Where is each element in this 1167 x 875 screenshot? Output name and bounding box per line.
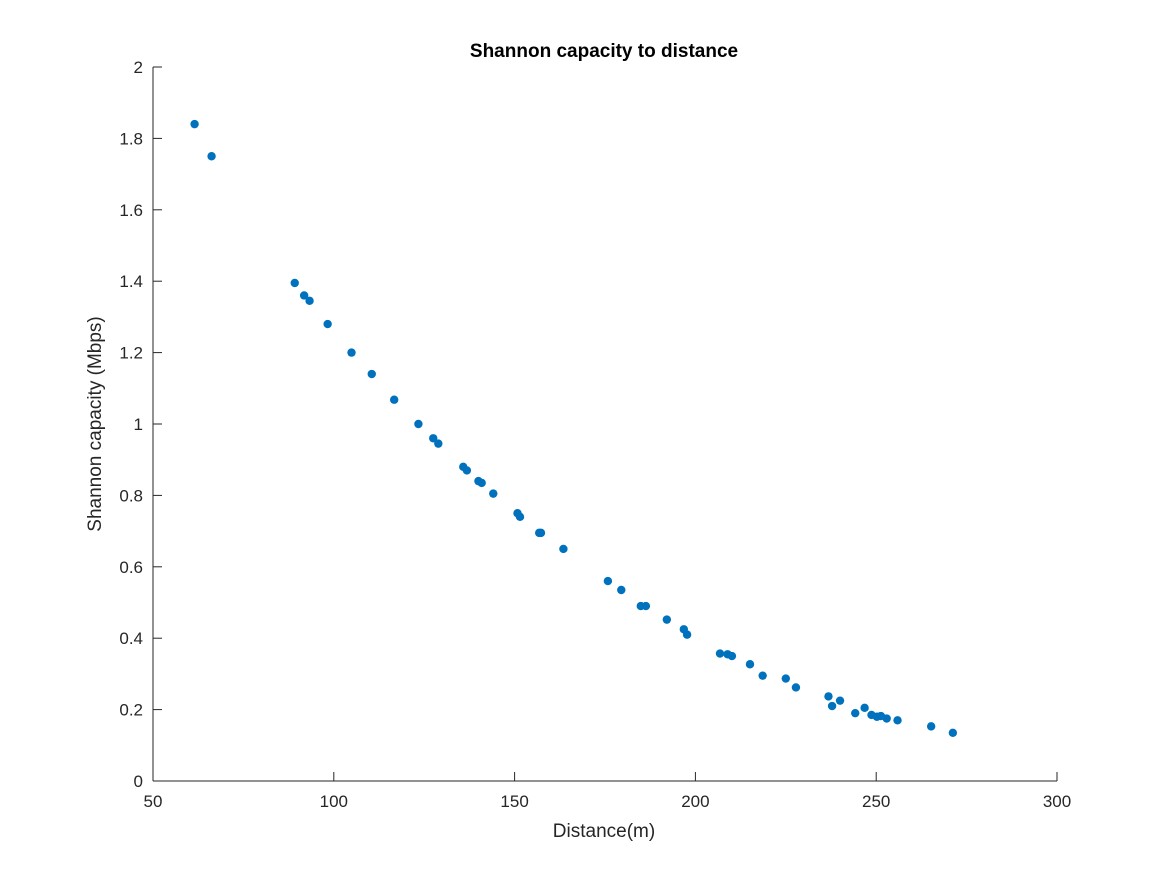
x-tick-label: 200 [681, 792, 709, 811]
data-point [851, 708, 860, 718]
x-tick-label: 50 [144, 792, 163, 811]
data-point [791, 683, 801, 692]
data-point [434, 439, 443, 448]
data-point [367, 369, 376, 379]
data-point [347, 348, 356, 357]
y-tick-label: 0 [134, 772, 143, 791]
data-point [462, 466, 472, 475]
data-point [190, 119, 199, 129]
data-point [715, 649, 725, 658]
y-tick-label: 2 [134, 58, 143, 77]
x-tick-label: 100 [320, 792, 348, 811]
ticks: 50 100 150 200 250 300 0 0.2 0.4 0.6 0.8 1 1.2 1.4 1.6… [119, 58, 1071, 811]
data-point [515, 512, 525, 522]
data-point [882, 714, 891, 723]
data-point [745, 660, 755, 669]
data-point [827, 701, 837, 711]
data-point [389, 395, 399, 404]
data-point [299, 291, 309, 300]
data-points [190, 119, 958, 738]
data-point [781, 674, 790, 683]
data-point [414, 419, 423, 429]
data-point [323, 319, 332, 329]
y-tick-label: 1.2 [119, 344, 143, 363]
data-point [559, 544, 568, 554]
data-point [727, 651, 737, 661]
data-point [305, 296, 314, 306]
x-axis-label: Distance(m) [553, 821, 655, 842]
y-tick-label: 0.8 [119, 486, 143, 505]
data-point [758, 671, 767, 680]
data-point [489, 489, 498, 498]
data-point [641, 601, 651, 611]
data-point [948, 728, 958, 738]
y-tick-label: 1 [134, 415, 143, 434]
data-point [603, 576, 613, 586]
data-point [662, 615, 672, 624]
data-point [835, 696, 845, 705]
data-point [860, 703, 869, 713]
y-tick-label: 0.4 [119, 629, 143, 648]
data-point [682, 630, 692, 639]
data-point [536, 528, 546, 538]
x-tick-label: 300 [1043, 792, 1071, 811]
x-tick-label: 150 [500, 792, 528, 811]
data-point [824, 692, 833, 701]
data-point [429, 434, 438, 443]
data-point [477, 478, 486, 488]
y-tick-label: 0.6 [119, 558, 143, 577]
y-axis-label: Shannon capacity (Mbps) [85, 316, 106, 531]
data-point [893, 716, 902, 725]
y-tick-label: 1.8 [119, 129, 143, 148]
chart-title: Shannon capacity to distance [470, 41, 738, 62]
y-tick-label: 1.4 [119, 272, 143, 291]
data-point [926, 722, 936, 731]
data-point [207, 152, 216, 161]
y-tick-label: 0.2 [119, 701, 143, 720]
y-tick-label: 1.6 [119, 201, 143, 220]
axes [152, 67, 1057, 782]
data-point [290, 278, 299, 288]
x-tick-label: 250 [862, 792, 890, 811]
data-point [617, 585, 626, 595]
